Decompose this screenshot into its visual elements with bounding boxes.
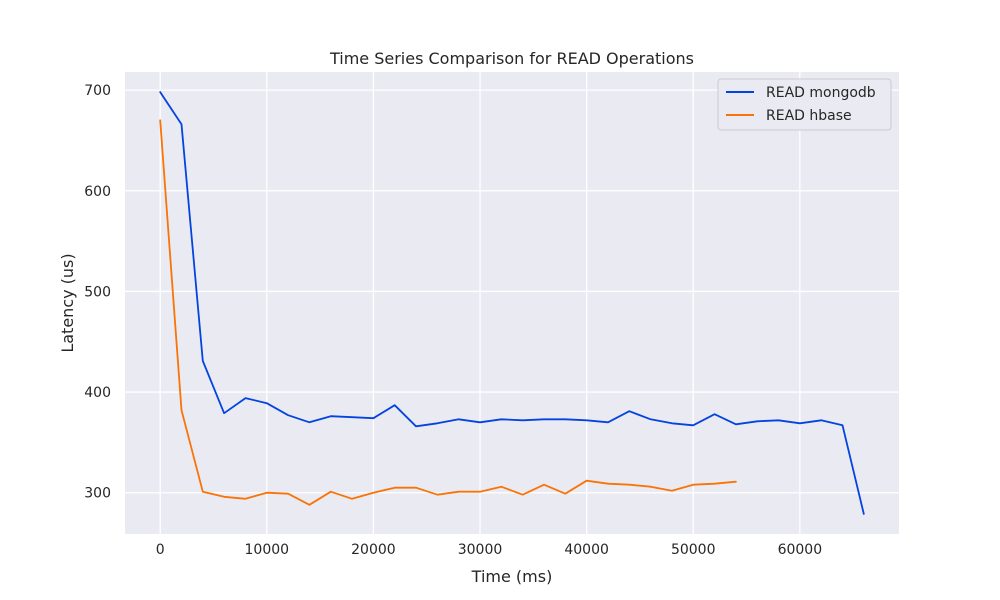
y-axis-title: Latency (us) [58,253,77,352]
y-tick-label: 400 [84,385,111,401]
x-tick-label: 10000 [245,542,290,558]
chart-title: Time Series Comparison for READ Operatio… [329,49,694,68]
x-tick-label: 50000 [671,542,716,558]
grid [125,72,899,534]
y-tick-label: 300 [84,486,111,502]
plot-area [125,72,899,534]
legend: READ mongodb READ hbase [717,78,892,131]
legend-label-hbase: READ hbase [766,108,852,124]
y-tick-label: 500 [84,284,111,300]
series-line-0 [159,91,865,515]
y-tick-label: 700 [84,83,111,99]
x-tick-label: 20000 [351,542,396,558]
x-axis-title: Time (ms) [471,567,553,586]
x-tick-label: 0 [156,542,165,558]
tick-labels: 0 10000 20000 30000 40000 50000 60000 300 400 500… [84,83,822,558]
series-lines [159,91,865,515]
x-tick-label: 40000 [564,542,609,558]
legend-box [717,78,892,131]
legend-label-mongodb: READ mongodb [766,85,876,101]
x-tick-label: 30000 [458,542,503,558]
y-tick-label: 600 [84,184,111,200]
x-tick-label: 60000 [778,542,823,558]
series-line-1 [159,119,737,506]
